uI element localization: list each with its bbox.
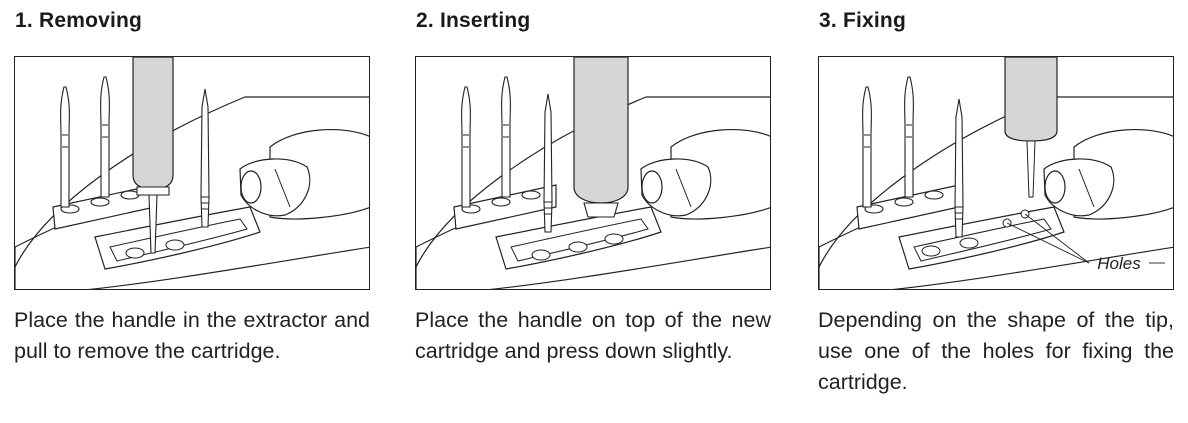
inserting-illustration (415, 56, 771, 290)
holes-label: Holes (1097, 254, 1141, 273)
step-title: 1. Removing (15, 9, 143, 32)
step-description: Place the handle in the extractor and pu… (14, 308, 370, 363)
station-illustration (15, 57, 369, 289)
fixing-illustration: Holes (818, 56, 1174, 290)
step-description: Depending on the shape of the tip, use o… (818, 308, 1174, 394)
step-description: Place the handle on top of the new cartr… (415, 308, 771, 363)
step-title: 2. Inserting (416, 9, 531, 32)
callout-line (1024, 213, 1090, 264)
removing-illustration (14, 56, 370, 290)
callout-line (1006, 222, 1090, 264)
step-title: 3. Fixing (819, 9, 906, 32)
station-illustration (416, 57, 770, 289)
station-illustration: Holes (819, 57, 1173, 289)
